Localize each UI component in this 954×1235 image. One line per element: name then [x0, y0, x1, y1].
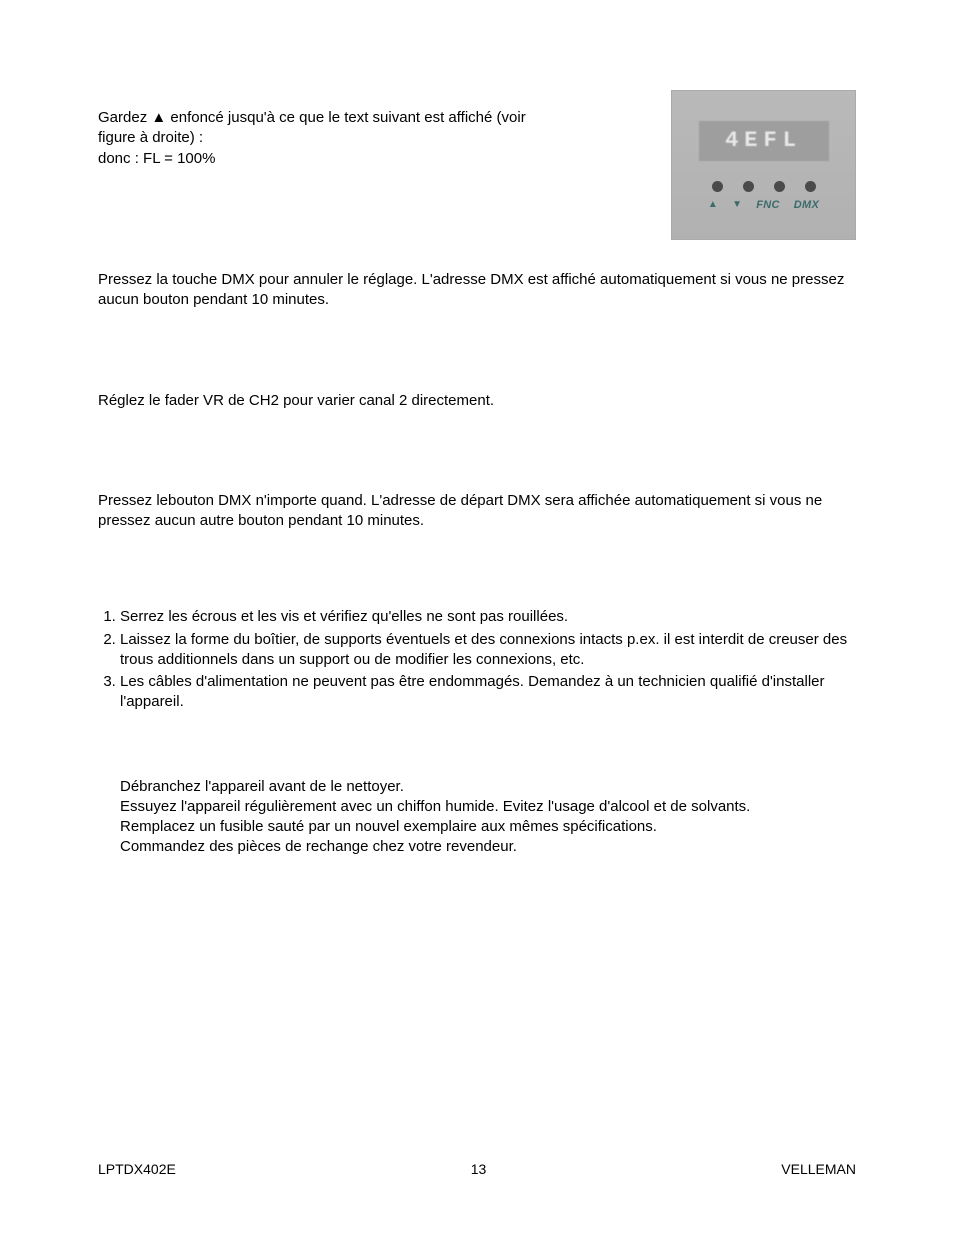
numbered-list: Serrez les écrous et les vis et vérifiez… — [98, 607, 856, 712]
list-item: Les câbles d'alimentation ne peuvent pas… — [120, 672, 856, 713]
device-panel: 4EFL ▲ ▼ FNC DMX — [671, 90, 856, 240]
s1-line2: figure à droite) : — [98, 128, 661, 148]
dot-icon — [712, 181, 723, 192]
s1-line3: donc : FL = 100% — [98, 149, 661, 169]
top-section: Gardez ▲ enfoncé jusqu'à ce que le text … — [98, 90, 856, 240]
dot-icon — [774, 181, 785, 192]
down-icon: ▼ — [732, 198, 742, 213]
footer: LPTDX402E 13 VELLEMAN — [98, 1160, 856, 1179]
paragraph-3: Réglez le fader VR de CH2 pour varier ca… — [98, 391, 856, 411]
footer-page-number: 13 — [471, 1160, 487, 1179]
up-icon: ▲ — [708, 198, 718, 213]
panel-dots-row — [712, 181, 816, 192]
fnc-label: FNC — [756, 198, 780, 213]
maintenance-line: Essuyez l'appareil régulièrement avec un… — [120, 797, 856, 817]
maintenance-block: Débranchez l'appareil avant de le nettoy… — [98, 777, 856, 858]
footer-right: VELLEMAN — [781, 1160, 856, 1179]
list-item: Laissez la forme du boîtier, de supports… — [120, 630, 856, 671]
s1-a: Gardez — [98, 109, 151, 126]
maintenance-line: Débranchez l'appareil avant de le nettoy… — [120, 777, 856, 797]
up-triangle-icon: ▲ — [151, 108, 166, 128]
panel-display: 4EFL — [699, 121, 829, 161]
s1-b: enfoncé jusqu'à ce que le text suivant e… — [166, 109, 525, 126]
list-item: Serrez les écrous et les vis et vérifiez… — [120, 607, 856, 627]
panel-labels: ▲ ▼ FNC DMX — [708, 198, 819, 213]
maintenance-line: Commandez des pièces de rechange chez vo… — [120, 837, 856, 857]
paragraph-4: Pressez lebouton DMX n'importe quand. L'… — [98, 491, 856, 532]
paragraph-2: Pressez la touche DMX pour annuler le ré… — [98, 270, 856, 311]
dot-icon — [743, 181, 754, 192]
maintenance-line: Remplacez un fusible sauté par un nouvel… — [120, 817, 856, 837]
dmx-label: DMX — [794, 198, 819, 213]
intro-text: Gardez ▲ enfoncé jusqu'à ce que le text … — [98, 90, 671, 169]
footer-left: LPTDX402E — [98, 1160, 176, 1179]
dot-icon — [805, 181, 816, 192]
